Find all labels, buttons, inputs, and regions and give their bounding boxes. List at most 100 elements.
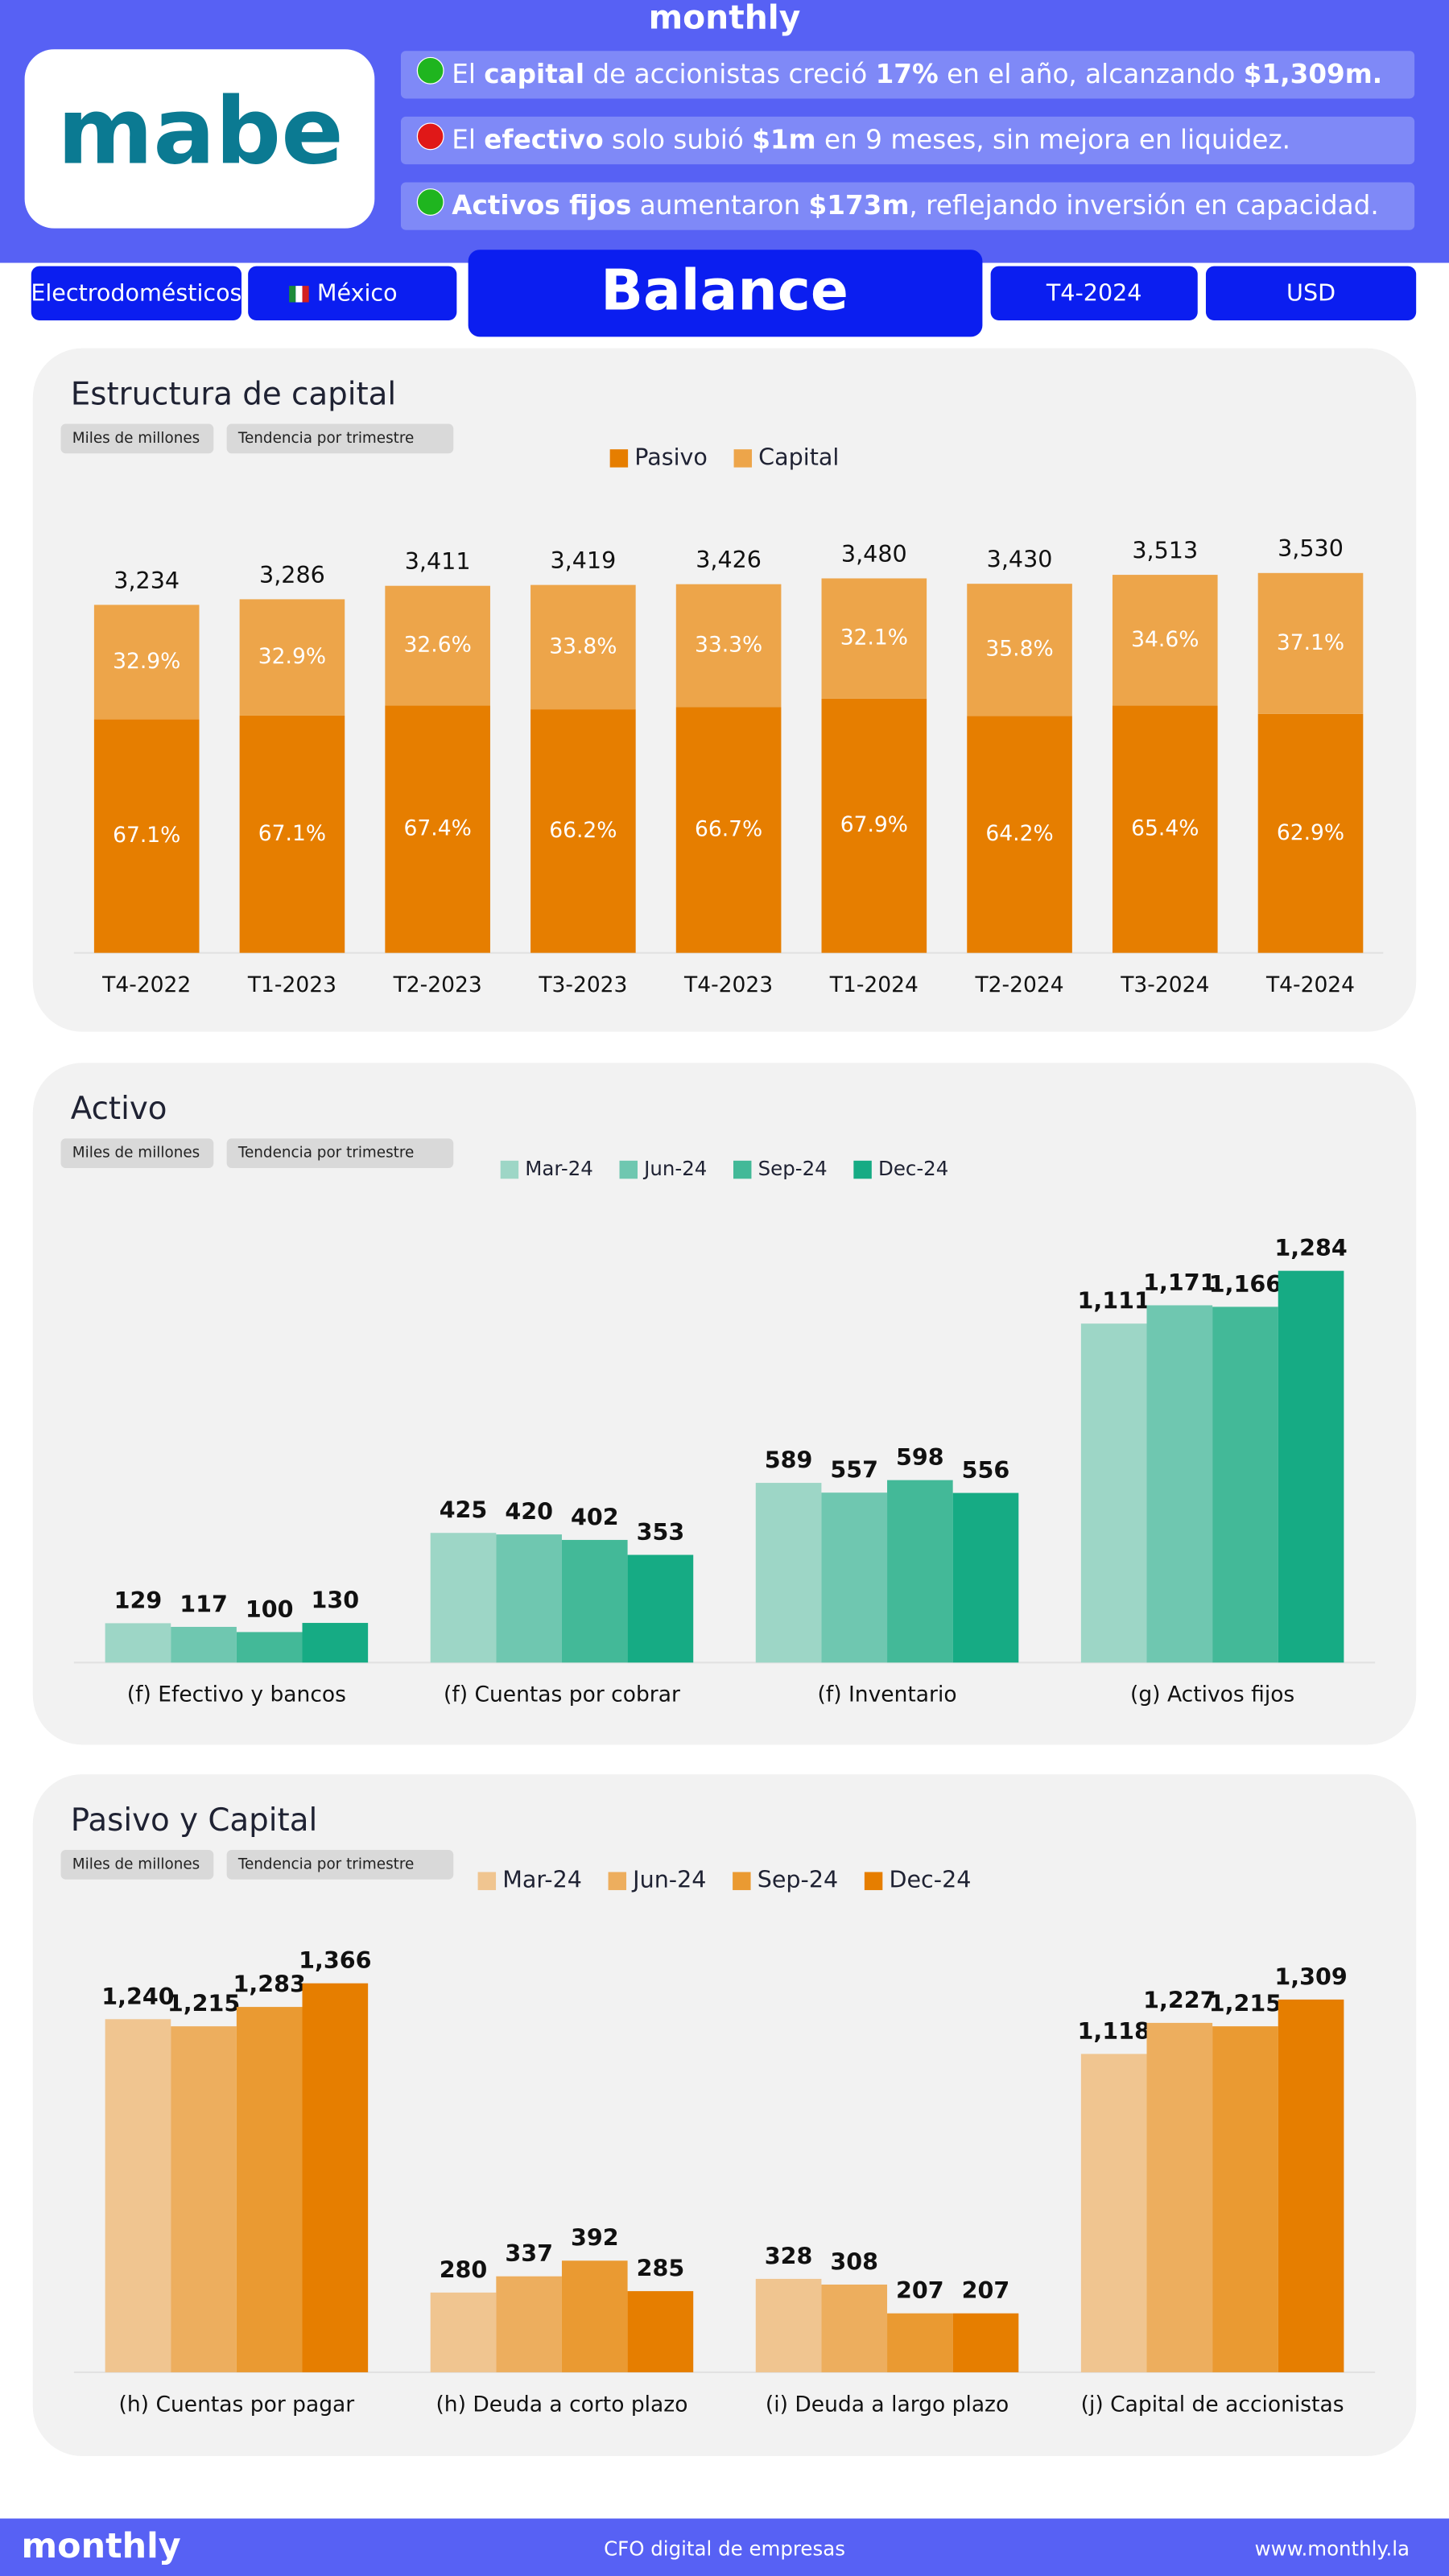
pill [226,1138,454,1169]
value-label: 1,215 [1209,1990,1282,2017]
bar [755,2278,822,2372]
segment-label: 67.4% [404,816,472,841]
status-dot [416,56,444,85]
segment-label: 67.9% [840,812,908,837]
chart: Pasivo y Capital Miles de millones Tendenc… [32,1774,1417,2457]
pill [60,1849,214,1880]
value-label: 1,111 [1077,1287,1150,1315]
segment-label: 67.1% [113,823,180,848]
value-label: 207 [962,2277,1010,2304]
legend-swatch [609,449,629,468]
x-tick-label: (f) Inventario [818,1682,957,1707]
insight-part: $173m [809,190,910,221]
legend-label: Capital [758,443,839,470]
bar-segment [530,709,636,953]
insight-part: capital [484,59,584,89]
value-label: 1,309 [1274,1963,1347,1990]
tag [248,266,457,320]
bar [561,2260,628,2372]
value-label: 337 [505,2240,553,2267]
insight-part: $1,309m. [1244,59,1382,89]
legend-swatch [733,449,753,468]
bar-segment [239,715,345,953]
insight-text: El efectivo solo subió $1m en 9 meses, s… [452,125,1290,155]
x-tick-label: T3-2023 [538,972,627,997]
legend: Mar-24 Jun-24 Sep-24 Dec-24 [477,1866,971,1893]
value-label: 129 [114,1587,163,1614]
bar [302,1983,369,2372]
legend: Pasivo Capital [609,443,839,470]
bar-segment [821,698,927,953]
x-tick-label: T4-2022 [101,972,191,997]
value-label: 117 [180,1590,228,1617]
value-label: 285 [637,2255,685,2282]
charts: Estructura de capital Miles de millones Te… [32,348,1417,2457]
legend: Mar-24 Jun-24 Sep-24 Dec-24 [500,1157,948,1180]
value-label: 1,215 [167,1990,240,2017]
bar [821,2284,888,2372]
tag [1205,266,1417,320]
insight-text: El capital de accionistas creció 17% en … [452,59,1382,89]
total-label: 3,411 [405,547,471,575]
total-label: 3,430 [987,546,1053,573]
bar [1212,2026,1278,2372]
value-label: 1,240 [101,1983,174,2010]
insight-part: $1m [752,125,815,155]
footer-band [0,2518,1449,2576]
tag [990,266,1198,320]
bar-segment [1112,575,1218,706]
bar-segment [821,578,927,699]
insight-text: Activos fijos aumentaron $173m, reflejan… [452,190,1379,221]
legend-label: Mar-24 [525,1157,593,1180]
value-label: 1,283 [233,1971,306,1998]
insight-part: El [452,125,484,155]
tag-text: T4-2024 [1046,279,1142,306]
bar-segment [530,584,636,710]
insights: El capital de accionistas creció 17% en … [400,51,1415,230]
chart-title: Activo [71,1091,167,1127]
insight-box [400,182,1415,230]
bar [561,1539,628,1663]
segment-label: 66.2% [549,818,617,843]
total-label: 3,426 [696,546,762,573]
bar-segment [967,716,1072,953]
insight-part: 17% [876,59,939,89]
tag-text: Electrodomésticos [31,279,242,306]
legend-label: Sep-24 [758,1866,838,1893]
segment-label: 33.8% [549,634,617,658]
legend-label: Mar-24 [502,1866,582,1893]
total-label: 3,234 [114,567,180,594]
units-label: Miles de millones [72,1856,200,1872]
segment-label: 66.7% [695,816,762,841]
insight-part: Activos fijos [452,190,631,221]
x-tick-label: (f) Cuentas por cobrar [444,1682,680,1707]
bar [1146,2022,1213,2372]
legend-swatch [619,1160,638,1179]
insight-part: solo subió [604,125,753,155]
value-label: 589 [765,1447,813,1474]
footer-url: www.monthly.la [1255,2537,1410,2560]
segment-label: 34.6% [1131,627,1199,652]
x-tick-label: T2-2023 [393,972,482,997]
insight-part: , reflejando inversión en capacidad. [909,190,1378,221]
value-label: 425 [440,1496,488,1524]
bar [1146,1305,1213,1663]
bar [171,2026,237,2372]
total-label: 3,286 [259,561,325,588]
bar-segment [385,585,490,706]
x-tick-label: (h) Cuentas por pagar [119,2392,355,2417]
segment-label: 37.1% [1277,630,1344,655]
bar-segment [93,605,200,720]
bar [236,2007,303,2372]
segment-label: 67.1% [258,821,326,846]
legend-swatch [477,1872,497,1890]
bar [430,2292,497,2372]
legend-label: Jun-24 [631,1866,706,1893]
segment-label: 62.9% [1277,820,1344,845]
bar [236,1632,303,1663]
insight-box [400,116,1415,165]
legend-label: Jun-24 [642,1157,707,1180]
bar-segment [1257,713,1364,953]
